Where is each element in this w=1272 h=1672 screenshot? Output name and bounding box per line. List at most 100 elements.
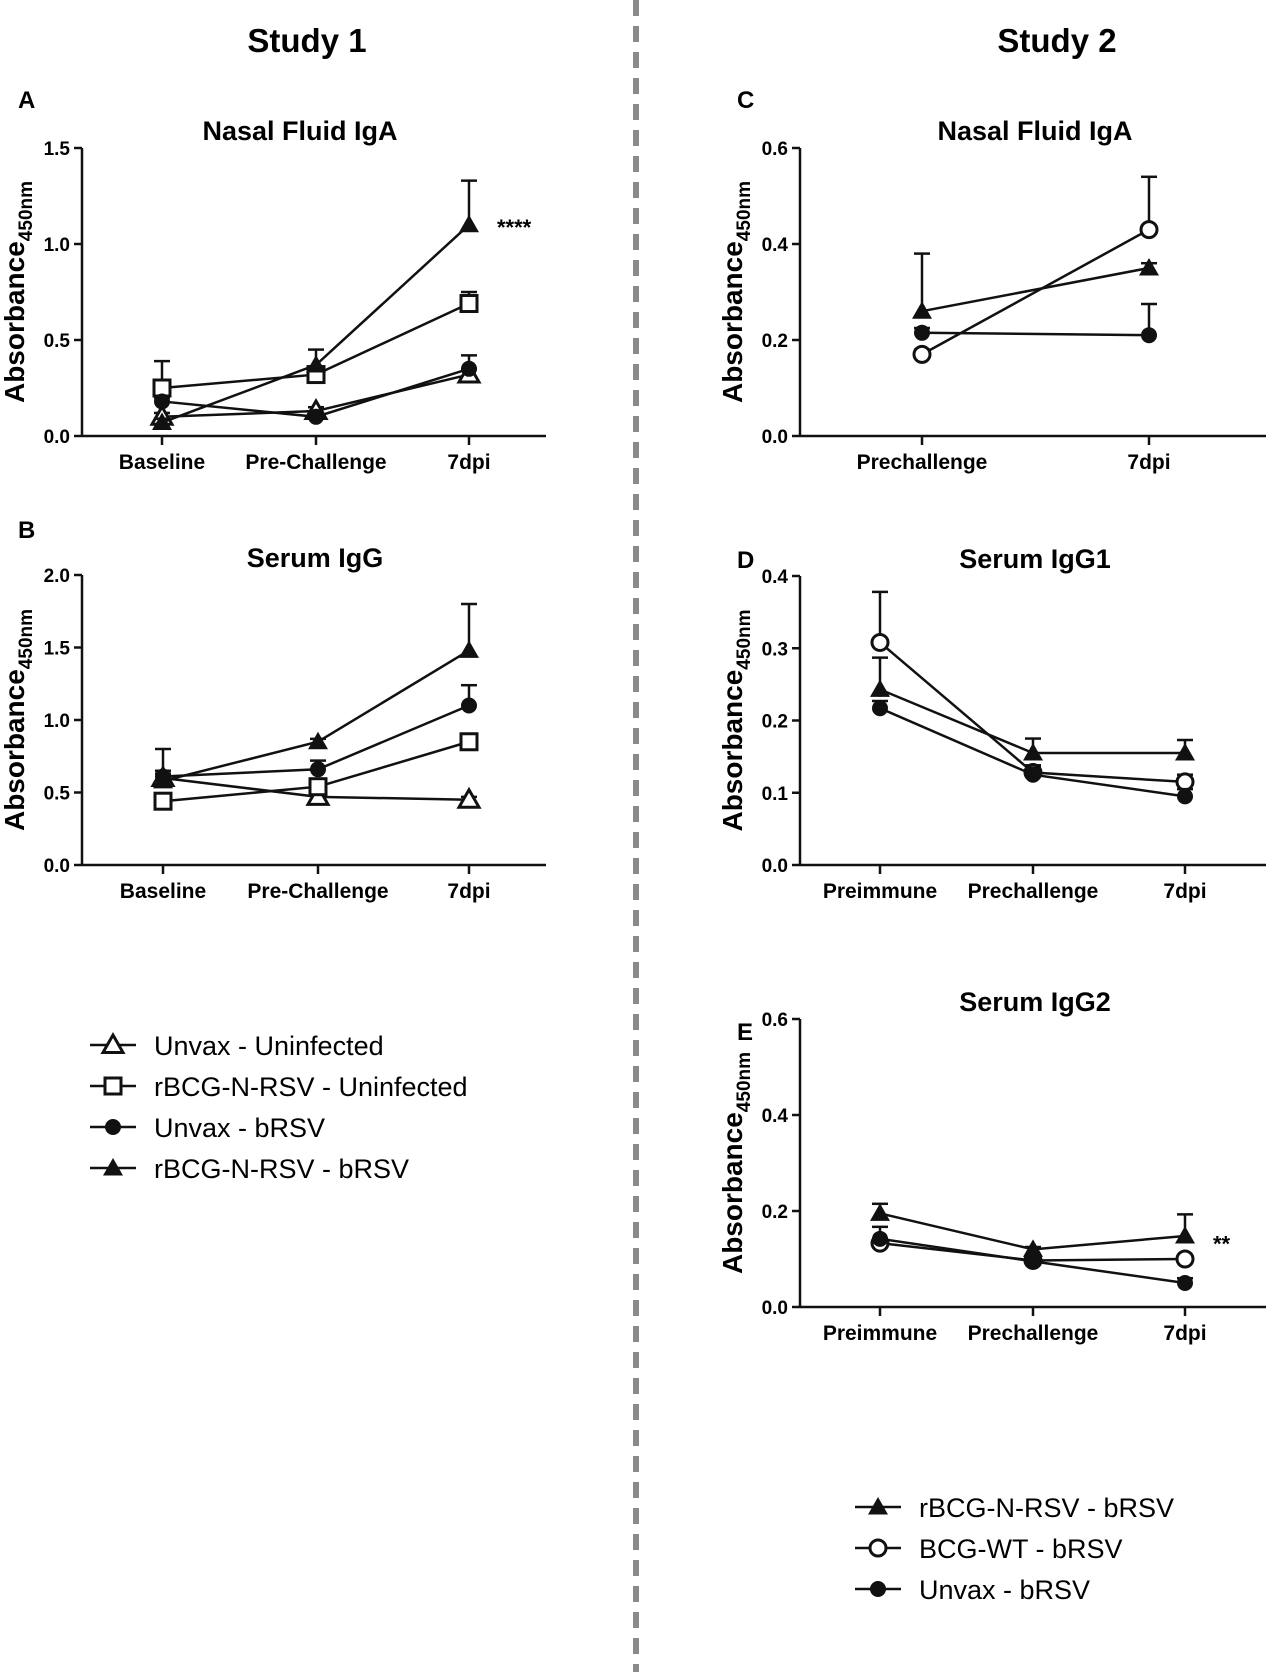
panel-letter: B [18,517,35,544]
y-axis-label: Absorbance450nm [0,609,37,831]
x-tick-label: Pre-Challenge [247,880,388,903]
legend-entry: Unvax - bRSV [855,1575,1090,1605]
legend-label: Unvax - bRSV [919,1575,1090,1605]
x-tick-label: 7dpi [1127,451,1170,474]
legend-marker [103,1076,123,1096]
x-tick-label: Prechallenge [968,1322,1099,1345]
x-tick-label: Prechallenge [857,451,988,474]
y-tick-label: 0.5 [44,784,71,805]
y-tick-label: 2.0 [44,566,70,587]
x-tick-label: 7dpi [1163,880,1206,903]
data-point [459,294,479,314]
legend-label: rBCG-N-RSV - bRSV [919,1493,1174,1523]
data-point [1141,327,1157,344]
x-tick-label: Baseline [120,880,206,903]
data-point [461,697,477,714]
x-tick-label: Baseline [119,451,205,474]
study-2-title: Study 2 [997,22,1116,59]
y-axis-label: Absorbance450nm [717,609,755,831]
x-tick-label: Pre-Challenge [245,451,386,474]
legend-entry: BCG-WT - bRSV [855,1534,1123,1564]
legend-marker [870,1581,886,1597]
data-point [308,408,324,425]
chart-title: Serum IgG1 [959,544,1111,574]
data-point [308,731,328,750]
data-point [153,770,173,789]
series-line [921,331,1150,337]
legend-marker [868,1497,888,1515]
y-tick-label: 0.4 [762,1106,789,1127]
data-point [870,1203,890,1221]
y-tick-label: 0.2 [762,712,788,733]
panel-letter: E [737,1019,753,1046]
series-2 [912,175,1159,364]
legend-study-2: rBCG-N-RSV - bRSV BCG-WT - bRSV Unvax - bR… [855,1493,1174,1605]
chart-panel-b: B Serum IgG 0.0 0.5 1.0 1.5 2.0 Baseline Pre-Cha… [0,517,546,903]
series-3 [914,302,1157,344]
x-tick-label: 7dpi [447,880,490,903]
data-point [872,1230,888,1247]
legend-study-1: Unvax - Uninfected rBCG-N-RSV - Uninfecte… [90,1031,468,1184]
y-tick-label: 0.3 [762,639,788,660]
y-tick-label: 1.0 [44,711,70,732]
y-tick-label: 0.2 [762,1202,788,1223]
y-axis-label: Absorbance450nm [717,181,755,403]
legend-label: Unvax - bRSV [154,1113,325,1143]
legend-label: rBCG-N-RSV - Uninfected [154,1072,468,1102]
data-point [154,393,170,410]
data-point [459,732,479,752]
y-axis-label: Absorbance450nm [0,181,37,403]
data-point [459,214,479,233]
data-point [870,632,890,652]
data-point [310,761,326,778]
legend-marker [103,1158,123,1176]
legend-label: rBCG-N-RSV - bRSV [154,1154,409,1184]
chart-title: Nasal Fluid IgA [202,116,397,146]
legend-marker [100,1031,126,1054]
chart-title: Serum IgG [247,543,384,573]
series-line [879,641,1186,784]
chart-panel-c: C Nasal Fluid IgA 0.0 0.2 0.4 0.6 Prechallenge… [717,87,1266,474]
legend-entry: rBCG-N-RSV - bRSV [855,1493,1174,1523]
charts: A Nasal Fluid IgA 0.0 0.5 1.0 1.5 Baseline Pre-… [0,87,1266,1345]
legend-entry: rBCG-N-RSV - bRSV [90,1154,409,1184]
legend-marker [868,1538,888,1558]
series-1 [870,656,1195,761]
legend-marker [105,1119,121,1135]
series-1 [912,252,1159,319]
series-3 [154,354,477,425]
significance-annotation: ** [1213,1231,1231,1256]
data-point [1175,1249,1195,1269]
legend-entry: Unvax - bRSV [90,1113,325,1143]
x-tick-label: 7dpi [447,451,490,474]
data-point [912,301,932,319]
data-point [1177,788,1193,805]
data-point [1175,1225,1195,1244]
legend-label: Unvax - Uninfected [154,1031,384,1061]
x-tick-label: Preimmune [823,1322,937,1345]
y-tick-label: 0.1 [762,784,789,805]
chart-panel-d: D Serum IgG1 0.0 0.1 0.2 0.3 0.4 Preimmune Prech… [717,544,1266,903]
y-tick-label: 0.0 [44,427,70,448]
data-point [152,412,172,431]
chart-panel-e: E Serum IgG2 0.0 0.2 0.4 0.6 Preimmune Prechall… [717,987,1266,1345]
y-tick-label: 0.4 [762,235,789,256]
series-4 [153,602,479,789]
y-tick-label: 0.4 [762,567,789,588]
y-tick-label: 0.2 [762,331,788,352]
data-point [1175,772,1195,792]
y-tick-label: 0.6 [762,139,788,160]
data-point [1025,766,1041,783]
y-tick-label: 1.0 [44,235,70,256]
series-1 [870,1202,1195,1257]
chart-panel-a: A Nasal Fluid IgA 0.0 0.5 1.0 1.5 Baseline Pre-… [0,87,546,474]
series-4 [152,179,479,431]
data-point [459,640,479,658]
series-3 [872,699,1193,805]
y-tick-label: 0.0 [762,1298,788,1319]
data-point [306,354,326,373]
x-tick-label: 7dpi [1163,1322,1206,1345]
x-tick-label: Prechallenge [968,880,1099,903]
data-point [456,786,482,809]
